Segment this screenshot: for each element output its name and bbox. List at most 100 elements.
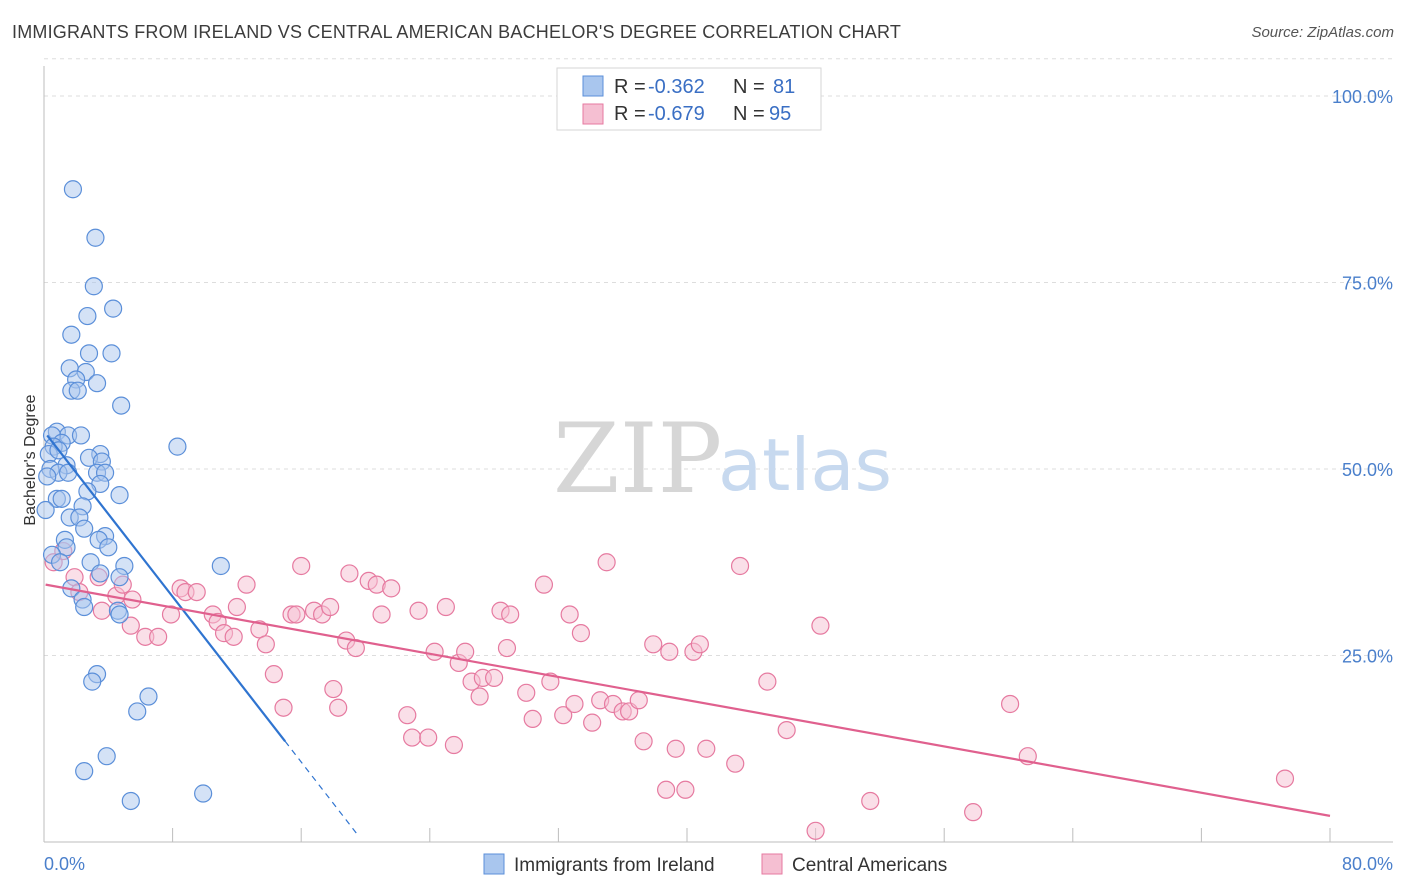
data-point: [63, 180, 83, 199]
series-central-americans: [44, 541, 1295, 840]
y-axis-label: Bachelor's Degree: [22, 394, 39, 525]
data-point: [92, 601, 111, 620]
data-point: [660, 642, 679, 661]
data-point: [497, 638, 517, 658]
data-point: [444, 735, 464, 755]
data-point: [419, 728, 438, 747]
series-immigrants-from-ireland: [36, 180, 230, 811]
data-point: [403, 728, 422, 747]
data-point: [287, 605, 306, 624]
legend-r-value-2: -0.679: [648, 103, 705, 125]
data-point: [501, 605, 520, 624]
data-point: [121, 616, 140, 635]
data-point: [68, 381, 87, 400]
data-point: [110, 486, 129, 505]
x-tick-label-min: 0.0%: [44, 854, 85, 874]
data-point: [237, 575, 256, 594]
data-point: [168, 437, 187, 456]
data-point: [597, 553, 616, 572]
data-point: [964, 803, 983, 822]
data-point: [1275, 769, 1295, 788]
data-point: [99, 538, 118, 557]
legend-r-label-1: R =: [614, 76, 646, 98]
legend-swatch-pink: [582, 103, 604, 125]
data-point: [436, 597, 455, 617]
data-point: [340, 564, 359, 583]
trend-line-central-americans: [45, 583, 1331, 817]
data-point: [726, 754, 745, 773]
legend-r-value-1: -0.362: [648, 76, 705, 98]
chart-title: IMMIGRANTS FROM IRELAND VS CENTRAL AMERI…: [12, 22, 902, 42]
data-point: [71, 426, 91, 445]
legend-n-value-1: 81: [773, 76, 795, 98]
data-point: [697, 739, 716, 758]
data-point: [112, 396, 131, 415]
data-point: [409, 601, 428, 620]
data-point: [811, 616, 830, 635]
data-point: [372, 605, 391, 624]
data-point: [121, 791, 140, 811]
data-point: [666, 739, 685, 758]
data-point: [730, 556, 750, 576]
grid-lines: [44, 58, 1393, 656]
data-point: [534, 575, 554, 594]
data-point: [565, 694, 584, 714]
data-point: [227, 597, 246, 617]
data-point: [102, 344, 121, 363]
data-point: [36, 500, 55, 520]
y-tick-labels: 25.0% 50.0% 75.0% 100.0%: [1332, 87, 1393, 667]
legend-n-value-2: 95: [769, 103, 791, 125]
data-point: [456, 642, 475, 661]
data-point: [560, 605, 579, 624]
legend-n-label-2: N =: [733, 103, 765, 125]
series-legend: Immigrants from Ireland Central American…: [483, 853, 947, 876]
data-point: [79, 344, 99, 363]
data-point: [517, 683, 536, 702]
data-point: [224, 627, 243, 646]
data-point: [777, 720, 796, 740]
data-point: [398, 706, 417, 725]
data-point: [38, 467, 57, 486]
data-point: [861, 791, 880, 811]
bottom-legend-swatch-blue: [483, 853, 505, 875]
data-point: [161, 605, 181, 624]
data-point: [50, 553, 70, 572]
data-point: [1001, 694, 1020, 714]
data-point: [676, 780, 695, 799]
data-point: [634, 732, 653, 751]
bottom-legend-label-ireland: Immigrants from Ireland: [514, 855, 715, 876]
data-point: [110, 605, 129, 624]
data-point: [149, 627, 168, 646]
data-point: [52, 489, 71, 508]
data-point: [75, 519, 94, 538]
legend-swatch-blue: [582, 75, 604, 97]
data-point: [629, 691, 648, 710]
y-tick-label: 25.0%: [1342, 647, 1393, 667]
bottom-legend-label-central-americans: Central Americans: [792, 855, 947, 876]
correlation-legend: R = -0.362 N = 81 R = -0.679 N = 95: [556, 67, 822, 131]
watermark-atlas: atlas: [718, 423, 892, 507]
data-point: [59, 463, 78, 482]
data-point: [425, 642, 444, 661]
trend-lines: [45, 434, 1331, 835]
trend-line-ireland: [46, 434, 286, 742]
data-point: [86, 228, 105, 247]
data-point: [324, 679, 343, 699]
data-point: [274, 698, 293, 717]
data-point: [657, 780, 676, 799]
data-point: [83, 672, 102, 691]
watermark-zip: ZIP: [553, 403, 722, 515]
data-point: [264, 665, 283, 684]
y-tick-label: 50.0%: [1342, 460, 1393, 480]
x-axis-ticks: [43, 828, 1331, 842]
data-point: [75, 762, 94, 781]
data-point: [97, 747, 116, 766]
data-point: [571, 624, 591, 643]
bottom-legend-swatch-pink: [761, 853, 783, 875]
data-point: [87, 374, 107, 393]
data-point: [554, 706, 573, 725]
data-point: [211, 556, 230, 576]
data-point: [78, 306, 97, 326]
data-point: [139, 687, 158, 706]
